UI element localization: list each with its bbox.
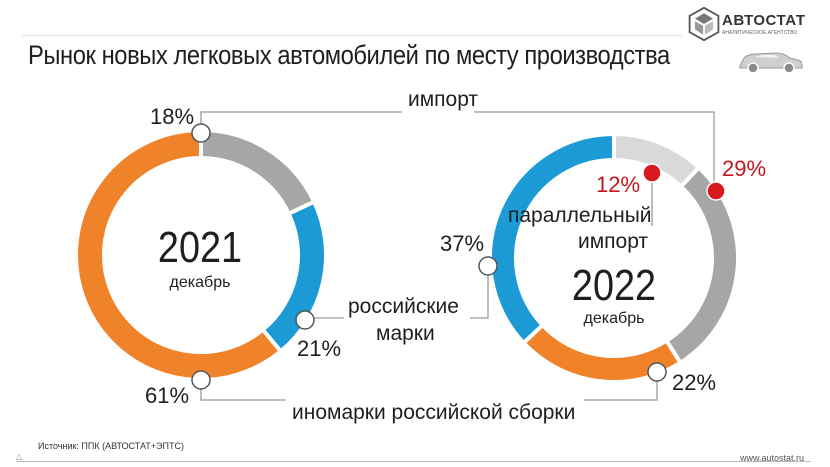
marker-2021-foreign-assembled	[191, 370, 211, 390]
label-2021-russian-brands: 21%	[297, 336, 341, 361]
logo-subtitle: АНАЛИТИЧЕСКОЕ АГЕНТСТВО	[722, 30, 798, 36]
annotation-russian-brands-2: марки	[376, 322, 435, 345]
donut-2021-slice-1	[260, 199, 328, 355]
annotation-russian-brands-1: российские	[348, 295, 459, 318]
site-url: www.autostat.ru	[739, 453, 804, 463]
label-2022-russian-brands: 37%	[440, 231, 484, 256]
donut-2021-month: декабрь	[170, 274, 231, 291]
donut-2021-slice-0	[199, 127, 317, 217]
annotation-parallel-import-2: импорт	[578, 230, 648, 253]
title-rule	[22, 35, 682, 36]
label-2021-import: 18%	[150, 104, 194, 129]
markers	[191, 123, 726, 390]
label-2022-import: 29%	[722, 156, 766, 181]
annotation-foreign-assembled: иномарки российской сборки	[292, 401, 575, 424]
footer-rule	[16, 461, 811, 462]
logo-icon	[688, 6, 720, 42]
label-2022-parallel-import: 12%	[596, 172, 640, 197]
donut-2022	[488, 131, 740, 384]
marker-2022-russian-brands	[478, 256, 498, 276]
annotation-parallel-import-1: параллельный	[508, 204, 652, 227]
car-icon	[739, 52, 803, 74]
donut-2022-year: 2022	[572, 260, 656, 309]
marker-2022-parallel-import	[642, 163, 662, 183]
donut-2022-month: декабрь	[584, 310, 645, 327]
annotation-import: импорт	[408, 88, 478, 111]
donut-2021-year: 2021	[158, 222, 242, 271]
donut-2022-slice-1	[663, 164, 740, 366]
source-note: Источник: ППК (АВТОСТАТ+ЭПТС)	[38, 441, 184, 451]
footer-triangle-icon: △	[16, 452, 23, 461]
page-title: Рынок новых легковых автомобилей по мест…	[28, 40, 670, 70]
logo-text: АВТОСТАТ	[722, 12, 806, 29]
marker-2021-import	[191, 123, 211, 143]
marker-2022-foreign-assembled	[647, 362, 667, 382]
marker-2021-russian-brands	[295, 310, 315, 330]
label-2022-foreign-assembled: 22%	[672, 370, 716, 395]
label-2021-foreign-assembled: 61%	[145, 383, 189, 408]
marker-2022-import	[706, 181, 726, 201]
